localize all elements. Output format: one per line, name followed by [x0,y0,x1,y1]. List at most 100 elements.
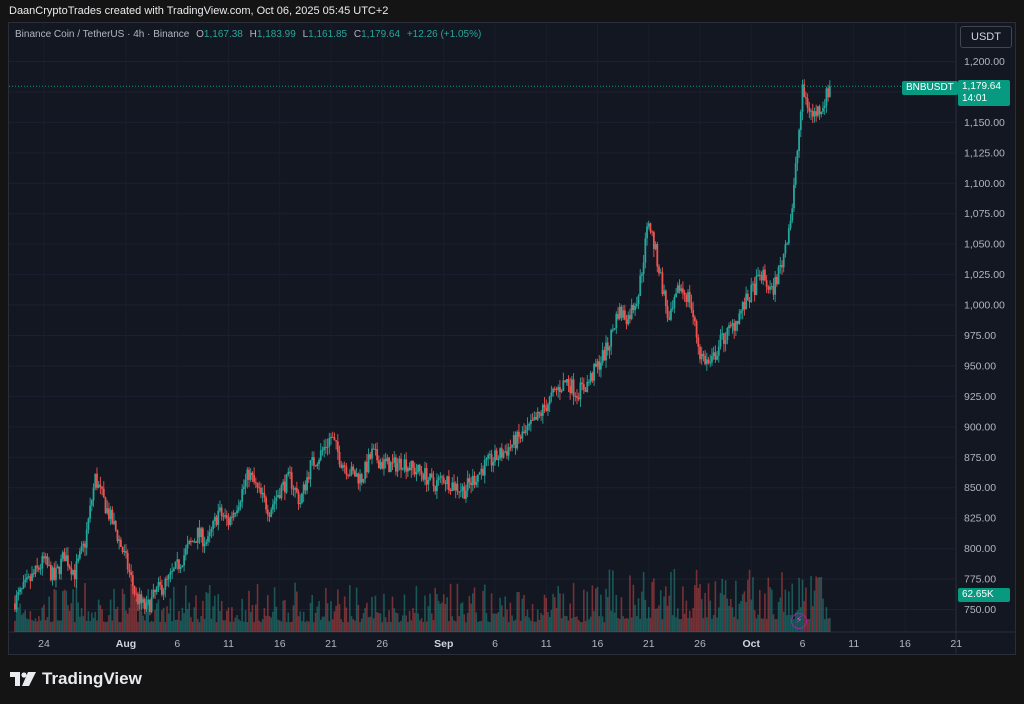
volume-bar [663,596,665,632]
candle-body [661,272,664,295]
volume-bar [434,587,437,632]
volume-bar [142,615,144,632]
candle-body [581,382,584,385]
volume-bar [219,610,221,632]
volume-bar [656,608,659,632]
volume-bar [642,572,645,632]
candle-body [256,482,259,488]
open-value: 1,167.38 [203,29,243,40]
candle-body [295,487,298,493]
candle-body [379,461,382,469]
volume-bar [265,615,267,632]
volume-bar [762,618,765,632]
candle-body [764,269,766,281]
candle-body [494,450,496,462]
candle-body [164,578,167,590]
volume-bar [68,610,71,632]
volume-bar [306,620,308,632]
candle-body [422,474,425,480]
candle-body [639,275,642,296]
candle-body [196,527,199,543]
candle-body [171,570,174,572]
volume-bar [159,621,161,632]
x-tick-label: 6 [800,638,806,650]
volume-bar [137,621,139,632]
volume-bar [87,611,90,632]
volume-bar [224,620,226,632]
volume-bar [564,615,566,632]
volume-bar [729,598,732,632]
volume-bar [475,612,478,632]
candle-body [326,446,329,448]
candle-body [287,471,290,475]
volume-bar [543,594,546,632]
volume-bar [111,620,114,632]
candle-body [791,208,794,221]
candle-body [22,582,25,589]
candle-body [294,487,297,490]
volume-bar [694,585,696,632]
candle-body [364,461,367,480]
volume-bar [26,618,28,632]
candle-body [623,310,626,320]
lightning-icon[interactable]: ⚡ [791,613,807,629]
volume-bar [278,620,281,632]
candle-body [236,510,238,514]
volume-bar [347,622,349,632]
volume-bar [530,620,532,632]
candle-body [574,395,577,397]
volume-bar [316,606,319,632]
candle-body [26,577,28,580]
volume-bar [207,593,209,632]
candle-body [615,313,618,329]
candle-body [135,593,138,595]
candle-body [418,464,421,472]
candle-body [533,416,536,421]
volume-bar [178,611,180,632]
volume-bar [101,609,103,632]
candle-body [758,274,761,276]
volume-bar [466,612,469,632]
candle-body [381,461,384,469]
candle-body [29,576,32,581]
volume-bar [822,598,824,632]
volume-bar [186,609,189,632]
candle-body [149,600,151,612]
candle-body [174,561,177,569]
candle-body [600,362,602,370]
candle-body [562,380,565,391]
candle-body [779,265,782,268]
candle-body [14,603,16,610]
candle-body [289,471,291,473]
volume-bar [214,595,216,632]
volume-bar [489,622,491,632]
candle-body [374,449,377,451]
candle-body [219,507,221,511]
tradingview-logo: TradingView [10,669,142,689]
volume-bar [769,587,771,632]
volume-bar [362,613,365,632]
candle-body [261,492,264,495]
candle-body [258,487,261,489]
volume-bar [596,586,599,632]
candle-body [41,556,44,569]
candle-body [282,481,285,486]
currency-button[interactable]: USDT [960,26,1012,48]
candle-body [781,265,783,268]
volume-bar [458,616,460,632]
candle-body [750,284,753,303]
candle-body [220,507,223,517]
volume-bar [810,576,812,632]
candle-body [697,337,700,347]
volume-bar [432,619,435,632]
volume-bar [502,616,505,632]
chart-frame[interactable] [8,22,1016,655]
x-tick-label: Oct [742,638,760,650]
volume-bar [577,620,580,632]
y-tick-label: 875.00 [964,452,996,464]
candle-body [430,473,433,478]
candle-body [420,471,423,475]
volume-bar [789,615,792,632]
candle-body [746,293,749,301]
